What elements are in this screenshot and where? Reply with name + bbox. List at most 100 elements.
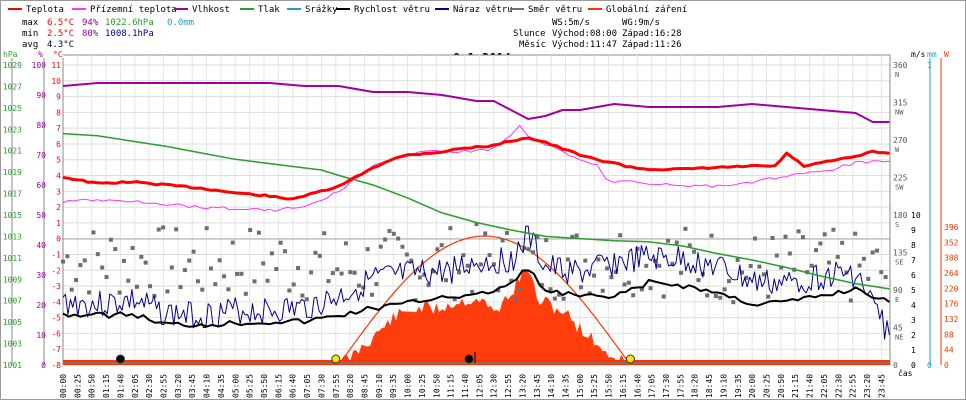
- smer-vetru-point: [426, 283, 431, 288]
- sun-rise: Východ:08:00: [552, 29, 617, 39]
- ms-tick-8: 2: [911, 331, 916, 340]
- x-tick-2: 00:50: [88, 374, 97, 398]
- x-tick-7: 02:55: [160, 374, 169, 398]
- stat-min-press: 1008.1hPa: [105, 29, 154, 39]
- smer-vetru-point: [596, 257, 601, 262]
- smer-vetru-point: [439, 243, 444, 248]
- stat-max-label: max: [22, 18, 39, 28]
- smer-vetru-point: [565, 257, 570, 262]
- smer-vetru-point: [191, 249, 196, 254]
- dir-tick-3: 225: [893, 174, 908, 183]
- mm-unit: mm: [927, 50, 937, 59]
- legend-label-0: Teplota: [26, 5, 64, 15]
- smer-vetru-point: [661, 294, 666, 299]
- x-tick-37: 15:25: [590, 374, 599, 398]
- smer-vetru-point: [248, 228, 253, 233]
- hpa-tick-10: 1009: [3, 275, 22, 284]
- ms-tick-6: 4: [911, 301, 916, 310]
- stat-avg-temp: 4.3°C: [47, 40, 74, 50]
- dir-tick-0: 360: [893, 61, 908, 70]
- smer-vetru-point: [605, 266, 610, 271]
- smer-vetru-point: [139, 254, 144, 259]
- smer-vetru-point: [269, 251, 274, 256]
- smer-vetru-point: [95, 252, 100, 257]
- smer-vetru-point: [835, 254, 840, 259]
- temp-tick-18: -7: [51, 345, 61, 354]
- smer-vetru-point: [761, 272, 766, 277]
- temp-tick-19: -8: [51, 361, 61, 370]
- smer-vetru-point: [200, 287, 205, 292]
- temp-tick-16: -5: [51, 314, 61, 323]
- stats-block: max 6.5°C 94% 1022.6hPa 0.0mm min 2.5°C …: [22, 18, 194, 50]
- legend-label-7: Směr větru: [528, 5, 582, 15]
- smer-vetru-point: [396, 236, 401, 241]
- smer-vetru-point: [409, 258, 414, 263]
- smer-vetru-point: [753, 236, 758, 241]
- hpa-tick-5: 1019: [3, 168, 22, 177]
- pct-tick-6: 40: [36, 241, 46, 250]
- x-tick-18: 07:30: [317, 374, 326, 398]
- smer-vetru-point: [261, 261, 266, 266]
- smer-vetru-point: [531, 250, 536, 255]
- smer-vetru-point: [735, 257, 740, 262]
- moonset-marker: [115, 354, 125, 364]
- smer-vetru-point: [391, 231, 396, 236]
- pct-unit: %: [38, 50, 43, 59]
- ws-value: WS:5m/s: [552, 18, 590, 28]
- stat-min-label: min: [22, 29, 38, 39]
- x-tick-10: 04:10: [203, 374, 212, 398]
- smer-vetru-point: [666, 238, 671, 243]
- dir-side-6: E: [895, 296, 899, 304]
- x-tick-42: 17:30: [662, 374, 671, 398]
- smer-vetru-point: [304, 297, 309, 302]
- smer-vetru-point: [687, 243, 692, 248]
- x-tick-43: 17:55: [676, 374, 685, 398]
- x-tick-56: 23:20: [863, 374, 872, 398]
- smer-vetru-point: [587, 291, 592, 296]
- smer-vetru-point: [348, 270, 353, 275]
- temp-tick-2: 9: [56, 93, 61, 102]
- smer-vetru-point: [866, 276, 871, 281]
- hpa-tick-0: 1029: [3, 61, 22, 70]
- smer-vetru-point: [709, 233, 714, 238]
- smer-vetru-point: [713, 294, 718, 299]
- hpa-tick-9: 1011: [3, 254, 22, 263]
- smer-vetru-point: [609, 275, 614, 280]
- x-unit: čas: [898, 368, 913, 378]
- pct-tick-7: 30: [36, 271, 46, 280]
- smer-vetru-point: [174, 227, 179, 232]
- smer-vetru-point: [748, 263, 753, 268]
- w-tick-0: 396: [944, 223, 959, 232]
- naraz-vetru-line: [62, 225, 890, 340]
- stat-min-hum: 80%: [82, 29, 99, 39]
- smer-vetru-point: [731, 300, 736, 305]
- dir-side-4: S: [895, 221, 899, 229]
- legend-label-5: Rychlost větru: [354, 5, 430, 15]
- smer-vetru-point: [800, 235, 805, 240]
- moon-label: Měsíc: [519, 40, 546, 50]
- ms-tick-0: 10: [911, 211, 921, 220]
- smer-vetru-point: [740, 270, 745, 275]
- pct-tick-5: 50: [36, 211, 46, 220]
- smer-vetru-point: [226, 287, 231, 292]
- smer-vetru-point: [274, 266, 279, 271]
- smer-vetru-point: [557, 292, 562, 297]
- pct-tick-3: 70: [36, 151, 46, 160]
- x-tick-6: 02:30: [145, 374, 154, 398]
- x-tick-13: 05:25: [246, 374, 255, 398]
- x-tick-52: 21:40: [806, 374, 815, 398]
- smer-vetru-point: [583, 258, 588, 263]
- w-tick-8: 44: [944, 346, 954, 355]
- ms-tick-1: 9: [911, 226, 916, 235]
- x-tick-0: 00:00: [59, 374, 68, 398]
- smer-vetru-point: [339, 271, 344, 276]
- temp-tick-14: -3: [51, 282, 61, 291]
- smer-vetru-point: [296, 265, 301, 270]
- smer-vetru-point: [526, 247, 531, 252]
- smer-vetru-point: [518, 287, 523, 292]
- x-tick-16: 06:40: [289, 374, 298, 398]
- temp-tick-7: 4: [56, 172, 61, 181]
- smer-vetru-point: [322, 231, 327, 236]
- smer-vetru-point: [696, 278, 701, 283]
- smer-vetru-point: [570, 234, 575, 239]
